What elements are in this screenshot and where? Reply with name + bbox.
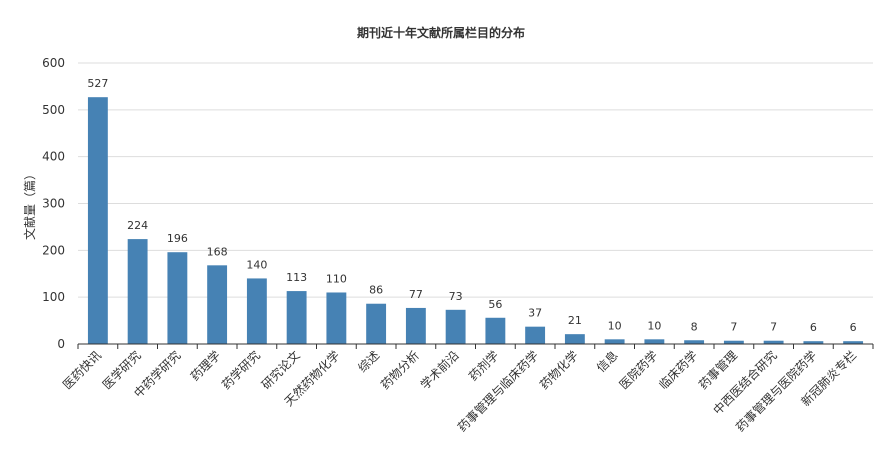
bar (723, 340, 744, 344)
bar (803, 341, 824, 344)
bar (564, 334, 585, 344)
bar (445, 309, 466, 344)
data-label: 527 (87, 77, 108, 90)
bar (246, 278, 267, 344)
data-label: 10 (647, 319, 661, 332)
data-label: 6 (850, 321, 857, 334)
x-tick-label: 药学研究 (218, 348, 263, 393)
data-label: 168 (207, 245, 228, 258)
bar (485, 317, 506, 344)
x-tick-label: 临床药学 (656, 348, 701, 393)
x-tick-label: 药物分析 (378, 348, 422, 392)
data-label: 56 (488, 298, 502, 311)
y-tick-label: 400 (42, 150, 65, 164)
bar (763, 340, 784, 344)
bar (644, 339, 665, 344)
data-label: 77 (409, 288, 423, 301)
data-label: 10 (608, 319, 622, 332)
bar (604, 339, 625, 344)
data-label: 8 (691, 320, 698, 333)
x-tick-label: 学术前沿 (417, 348, 462, 393)
y-axis-ticks: 0 100 200 300 400 500 600 (42, 56, 65, 351)
y-tick-label: 0 (57, 337, 65, 351)
bar (684, 340, 705, 344)
data-label: 7 (730, 321, 737, 334)
data-label: 196 (167, 232, 188, 245)
y-tick-label: 300 (42, 197, 65, 211)
x-tick-label: 药理学 (187, 348, 223, 384)
x-tick-label: 药剂学 (465, 348, 501, 384)
data-label: 21 (568, 314, 582, 327)
bar (525, 326, 546, 344)
bar (127, 239, 148, 344)
data-label: 6 (810, 321, 817, 334)
data-label: 110 (326, 272, 347, 285)
x-tick-label: 药物化学 (536, 348, 581, 393)
bars (87, 97, 864, 345)
x-tick-label: 信息 (593, 348, 621, 376)
data-label: 140 (246, 258, 267, 271)
bar (167, 252, 188, 344)
data-label: 7 (770, 321, 777, 334)
bar (366, 303, 387, 344)
y-tick-label: 600 (42, 56, 65, 70)
grid-lines (78, 62, 873, 298)
x-tick-label: 医院药学 (616, 348, 661, 393)
y-tick-label: 100 (42, 290, 65, 304)
x-tick-label: 医药快讯 (60, 348, 104, 392)
y-tick-label: 500 (42, 103, 65, 117)
data-label: 113 (286, 271, 307, 284)
bar (843, 341, 864, 344)
data-label: 224 (127, 219, 148, 232)
bar (207, 265, 228, 344)
y-axis-label: 文献量（篇） (22, 168, 37, 240)
bar (326, 292, 347, 344)
data-label: 37 (528, 307, 542, 320)
bar (87, 97, 108, 345)
bar (286, 291, 307, 344)
y-tick-label: 200 (42, 243, 65, 257)
chart-title: 期刊近十年文献所属栏目的分布 (357, 25, 525, 40)
bar (405, 307, 426, 344)
data-label: 86 (369, 284, 383, 297)
x-tick-label: 综述 (355, 348, 382, 375)
data-label: 73 (449, 290, 463, 303)
